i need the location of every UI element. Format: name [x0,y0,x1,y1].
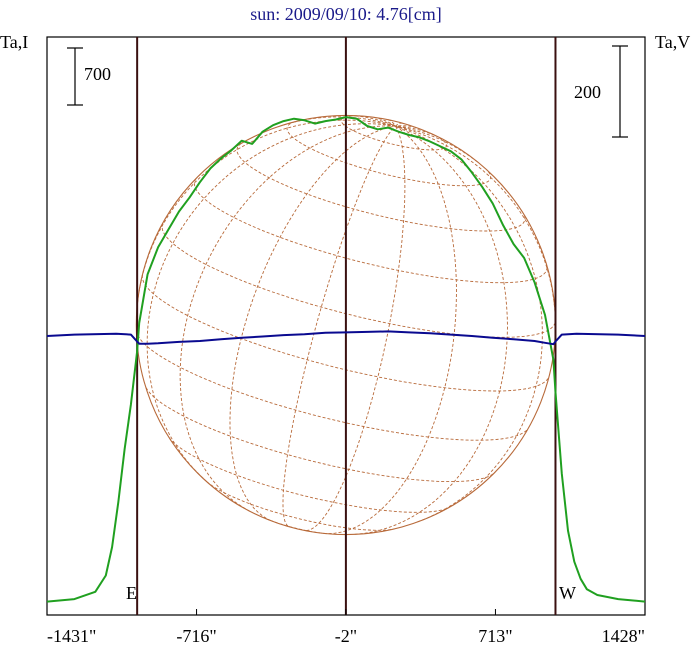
right-scale-bar-label: 200 [574,82,601,102]
left-scale-bar-label: 700 [84,64,111,84]
series-layer [46,116,646,603]
x-tick-label: 1428" [602,626,645,646]
longitude-line [395,125,556,332]
longitude-line [306,125,406,532]
longitude-line [146,123,396,483]
longitude-line [136,119,396,308]
longitude-line [373,116,396,127]
longitude-line [354,125,508,535]
latitude-line [206,481,395,531]
latitude-line [265,518,328,535]
left-scale-bar: 700 [67,47,111,106]
latitude-line [193,178,548,284]
longitude-line [283,116,396,127]
limb-lines [136,37,557,615]
west-limb-marker: W [559,583,576,603]
longitude-line [229,125,396,522]
right-axis-label: Ta,V [655,32,690,52]
longitude-line [395,122,403,127]
intensity-series-line [46,116,646,603]
latitude-line [236,143,526,232]
polarization-series-line [46,330,646,346]
longitude-line [395,125,478,163]
x-tick-label: 713" [478,626,512,646]
x-axis: -1431" -716" -2" 713" 1428" [46,609,646,646]
longitude-line [395,125,417,129]
latitude-line [141,274,550,392]
x-tick-label: -716" [176,626,216,646]
left-axis-label: Ta,I [0,32,28,52]
x-tick-label: -1431" [47,626,96,646]
latitude-line [135,330,529,441]
right-scale-bar: 200 [574,45,628,138]
latitude-line [145,387,495,483]
x-tick-label: -2" [335,626,357,646]
chart-title: sun: 2009/09/10: 4.76[cm] [250,4,442,24]
longitude-line [345,114,396,127]
latitude-line [161,222,556,338]
east-limb-marker: E [126,583,137,603]
latitude-line [168,437,449,513]
longitude-line [323,125,457,535]
longitude-line [387,119,396,127]
longitude-line [395,125,435,136]
